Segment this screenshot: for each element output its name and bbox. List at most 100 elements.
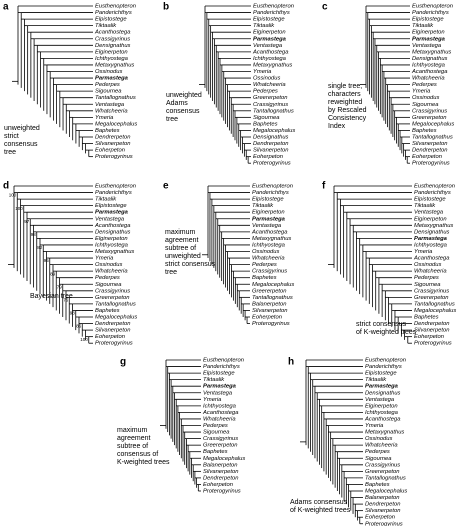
- taxon-label: Crassigyrinus: [412, 108, 447, 114]
- taxon-label: Densignathus: [412, 56, 448, 62]
- panel-caption: agreement: [117, 435, 151, 442]
- taxon-label: Megalocephalus: [252, 282, 294, 288]
- taxon-label: Parmastega: [95, 76, 129, 82]
- taxon-label: Proterogyrinus: [95, 154, 133, 160]
- taxon-label: Ymeria: [412, 89, 431, 95]
- taxon-label: Pederpes: [203, 423, 228, 429]
- taxon-label: Panderichthys: [252, 190, 289, 196]
- taxon-label: Elpistostege: [252, 197, 284, 203]
- taxon-label: Acanthostega: [202, 410, 239, 416]
- taxon-label: Ichthyostega: [203, 403, 237, 409]
- taxon-label: Crassigyrinus: [203, 436, 238, 442]
- taxon-label: Parmastega: [252, 216, 286, 222]
- support-value: 82: [37, 245, 43, 250]
- taxon-label: Baphetes: [412, 128, 437, 134]
- support-value: 97: [24, 219, 30, 224]
- taxon-label: Ossinodus: [95, 262, 122, 268]
- taxon-label: Dendrerpeton: [203, 475, 238, 481]
- taxon-label: Densignathus: [95, 229, 131, 235]
- taxon-label: Parmastega: [365, 384, 399, 390]
- taxon-label: Panderichthys: [412, 10, 449, 16]
- taxon-label: Ichthyostega: [95, 56, 129, 62]
- taxon-label: Proterogyrinus: [203, 489, 241, 495]
- taxon-label: Proterogyrinus: [253, 161, 291, 167]
- taxon-label: Megalocephalus: [253, 128, 295, 134]
- taxon-label: Metaxygnathus: [365, 430, 404, 436]
- taxon-label: Whatcheeria: [203, 416, 236, 422]
- taxon-label: Eusthenopteron: [365, 358, 406, 364]
- taxon-label: Elginerpeton: [95, 236, 128, 242]
- panel-caption: tree: [165, 269, 177, 276]
- taxon-label: Ossinodus: [365, 436, 392, 442]
- taxon-label: Proterogyrinus: [365, 521, 403, 526]
- taxon-label: Tiktaalik: [95, 23, 117, 29]
- support-value: 86: [76, 324, 82, 329]
- taxon-label: Densignathus: [414, 229, 450, 235]
- panel-caption: of K-weighted trees: [356, 329, 417, 336]
- taxon-label: Baphetes: [414, 315, 439, 321]
- taxon-label: Metaxygnathus: [252, 236, 291, 242]
- panel-caption: strict: [4, 133, 19, 140]
- taxon-label: Eoherpeton: [414, 334, 444, 340]
- taxon-label: Ymeria: [253, 69, 272, 75]
- taxon-label: Panderichthys: [365, 364, 402, 370]
- taxon-label: Panderichthys: [95, 190, 132, 196]
- support-value: 95: [44, 258, 50, 263]
- taxon-label: Parmastega: [412, 36, 446, 42]
- panel-caption: Adams consensus: [290, 499, 348, 506]
- taxon-label: Ymeria: [414, 249, 433, 255]
- taxon-label: Acanthostega: [413, 256, 450, 262]
- taxon-label: Elginerpeton: [365, 403, 398, 409]
- taxon-label: Tantallognathus: [365, 475, 406, 481]
- taxon-label: Eusthenopteron: [414, 184, 455, 190]
- taxon-label: Eoherpeton: [95, 334, 125, 340]
- support-value: 76: [63, 298, 69, 303]
- panel-caption: tree: [4, 149, 16, 156]
- taxon-label: Ichthyostega: [253, 56, 287, 62]
- taxon-label: Eoherpeton: [412, 154, 442, 160]
- panel-letter: b: [163, 2, 169, 13]
- taxon-label: Ichthyostega: [365, 410, 399, 416]
- panel-caption: Consistency: [328, 115, 367, 122]
- support-value: 89: [50, 271, 56, 276]
- taxon-label: Sigournea: [203, 430, 230, 436]
- taxon-label: Sigournea: [95, 89, 122, 95]
- taxon-label: Parmastega: [95, 210, 129, 216]
- taxon-label: Panderichthys: [95, 10, 132, 16]
- taxon-label: Elpistostege: [253, 17, 285, 23]
- taxon-label: Metaxygnathus: [95, 62, 134, 68]
- panel-caption: unweighted: [165, 253, 201, 260]
- panel-caption: Index: [328, 123, 346, 130]
- panel-letter: a: [3, 2, 9, 13]
- taxon-label: Silvanerpeton: [412, 141, 447, 147]
- taxon-label: Silvanerpeton: [365, 508, 400, 514]
- panel-caption: agreement: [165, 237, 199, 244]
- taxon-label: Dendrerpeton: [95, 135, 130, 141]
- taxon-label: Densignathus: [365, 390, 401, 396]
- taxon-label: Elginerpeton: [95, 49, 128, 55]
- panel-caption: maximum: [117, 427, 148, 434]
- taxon-label: Baphetes: [95, 128, 120, 134]
- taxon-label: Greererpeton: [412, 115, 446, 121]
- taxon-label: Metaxygnathus: [95, 249, 134, 255]
- taxon-label: Baphetes: [95, 308, 120, 314]
- taxon-label: Elginerpeton: [252, 210, 285, 216]
- taxon-label: Balanerpeton: [365, 495, 400, 501]
- taxon-label: Balanerpeton: [203, 462, 238, 468]
- panel-caption: reweighted: [328, 99, 362, 106]
- taxon-label: Tiktaalik: [252, 203, 274, 209]
- taxon-label: Ymeria: [203, 397, 222, 403]
- taxon-label: Baphetes: [252, 275, 277, 281]
- taxon-label: Elpistostege: [414, 197, 446, 203]
- taxon-label: Megalocephalus: [95, 121, 137, 127]
- taxon-label: Eusthenopteron: [95, 184, 136, 190]
- taxon-label: Eoherpeton: [252, 315, 282, 321]
- taxon-label: Tiktaalik: [414, 203, 436, 209]
- taxon-label: Whatcheeria: [365, 443, 398, 449]
- taxon-label: Balanerpeton: [252, 301, 287, 307]
- taxon-label: Whatcheeria: [252, 256, 285, 262]
- taxon-label: Ventastega: [203, 390, 233, 396]
- panel-caption: strict consensus: [356, 321, 407, 328]
- taxon-label: Megalocephalus: [203, 456, 245, 462]
- panel-caption: of K-weighted trees: [290, 507, 351, 514]
